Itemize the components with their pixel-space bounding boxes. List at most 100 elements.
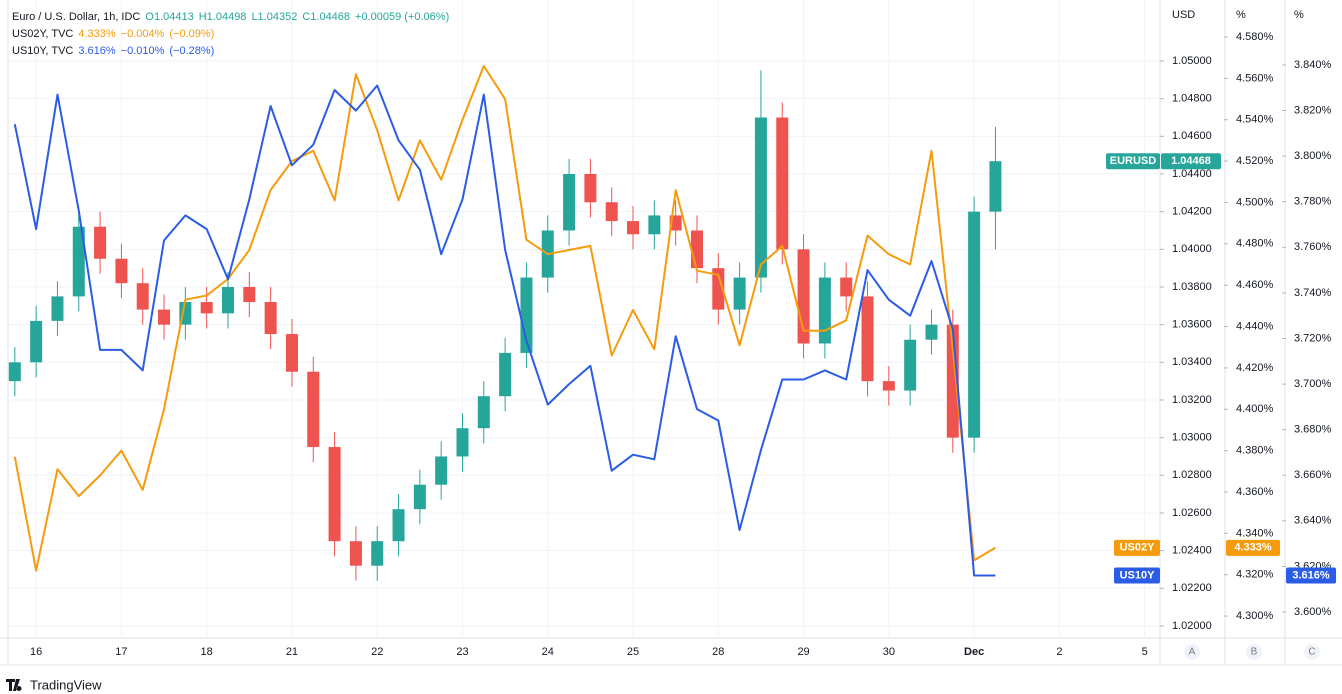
tag-name: US02Y [1120,542,1156,554]
legend-row: Euro / U.S. Dollar, 1h, IDC O1.04413 H1.04… [12,11,449,23]
y-tick-label: 4.500% [1236,196,1274,208]
tag-bg [1114,539,1160,556]
line-series [13,65,996,572]
button-bg[interactable] [1184,644,1200,660]
candle-body [307,371,320,448]
y-tick-label: 4.520% [1236,155,1274,167]
x-tick-label: 21 [286,646,298,658]
y-tick-label: 1.03400 [1172,356,1212,368]
price-tag: EURUSD 1.04468 [1106,153,1221,170]
button-label[interactable]: A [1189,647,1196,658]
legend-name: US10Y, TVC [12,45,73,57]
x-tick-label: 23 [456,646,468,658]
candle-body [499,352,512,397]
candle-body [158,309,171,325]
candle-body [861,296,874,382]
x-tick-label: 5 [1142,646,1148,658]
axis-title: USD [1172,9,1195,21]
candle-body [392,509,405,542]
candle-body [328,447,341,542]
legend-row: US02Y, TVC 4.333% −0.004% (−0.09%) [12,28,214,40]
legend-name: Euro / U.S. Dollar, 1h, IDC [12,11,140,23]
legend-value: −0.010% [121,45,165,57]
candle-body [563,174,576,231]
legend-value: +0.00059 (+0.06%) [355,11,449,23]
candle-body [72,226,85,297]
y-tick-label: 1.02800 [1172,469,1212,481]
legend-name: US02Y, TVC [12,28,73,40]
candle-body [648,215,661,235]
axis-title: % [1294,9,1304,21]
tag-bg [1114,567,1160,584]
price-tag: US10Y 3.616% [1114,567,1336,584]
y-tick-label: 1.03200 [1172,394,1212,406]
legend-value: L1.04352 [251,11,297,23]
candle-body [221,286,234,314]
candle-body [776,117,789,250]
candle-body [584,174,597,203]
tag-value: 3.616% [1292,569,1330,581]
x-tick-label: 22 [371,646,383,658]
y-tick-label: 4.540% [1236,114,1274,126]
y-tick-label: 1.02200 [1172,582,1212,594]
y-tick-label: 1.03000 [1172,432,1212,444]
candle-body [520,277,533,353]
candle-body [136,283,149,310]
scale-button[interactable]: B [1246,644,1262,660]
y-tick-label: 3.740% [1294,287,1332,299]
grid [8,0,1160,638]
y-tick-label: 1.03800 [1172,281,1212,293]
candle-body [477,396,490,429]
y-tick-label: 4.360% [1236,486,1274,498]
y-tick-label: 3.800% [1294,150,1332,162]
y-tick-label: 3.700% [1294,378,1332,390]
tag-bg [1226,539,1280,556]
legend-value: (−0.28%) [169,45,214,57]
candle-body [925,324,938,340]
scale-button[interactable]: C [1304,644,1320,660]
y-tick-label: 4.480% [1236,238,1274,250]
tag-value: 4.333% [1234,542,1272,554]
candle-body [712,268,725,310]
candle-body [30,320,43,363]
y-tick-label: 4.400% [1236,403,1274,415]
candle-body [243,286,256,303]
legend-value: H1.04498 [199,11,247,23]
candle-body [371,541,384,566]
y-tick-label: 1.03600 [1172,319,1212,331]
y-tick-label: 1.04800 [1172,93,1212,105]
button-bg[interactable] [1304,644,1320,660]
legend-value: 4.333% [78,28,116,40]
y-tick-label: 4.340% [1236,527,1274,539]
y-tick-label: 1.02000 [1172,620,1212,632]
candle-body [690,230,703,269]
scale-button[interactable]: A [1184,644,1200,660]
x-tick-label: 25 [627,646,639,658]
y-tick-label: 1.05000 [1172,55,1212,67]
tag-name: EURUSD [1110,155,1157,167]
legend-value: C1.04468 [302,11,350,23]
y-tick-label: 4.420% [1236,362,1274,374]
y-tick-label: 3.660% [1294,469,1332,481]
button-label[interactable]: C [1308,647,1315,658]
y-tick-label: 1.02400 [1172,545,1212,557]
price-tag: US02Y 4.333% [1114,539,1280,556]
y-tick-label: 4.560% [1236,72,1274,84]
button-label[interactable]: B [1251,647,1258,658]
candle-body [200,302,213,314]
button-bg[interactable] [1246,644,1262,660]
y-tick-label: 3.820% [1294,104,1332,116]
candle-body [115,258,128,284]
candle-body [435,456,448,485]
y-tick-label: 4.440% [1236,320,1274,332]
candle-body [968,211,981,438]
y-tick-label: 3.680% [1294,424,1332,436]
y-tick-label: 4.300% [1236,610,1274,622]
x-tick-label: 17 [115,646,127,658]
x-tick-label: 28 [712,646,724,658]
y-tick-label: 4.320% [1236,569,1274,581]
x-tick-label: 18 [201,646,213,658]
x-tick-label: 30 [883,646,895,658]
y-tick-label: 3.840% [1294,59,1332,71]
